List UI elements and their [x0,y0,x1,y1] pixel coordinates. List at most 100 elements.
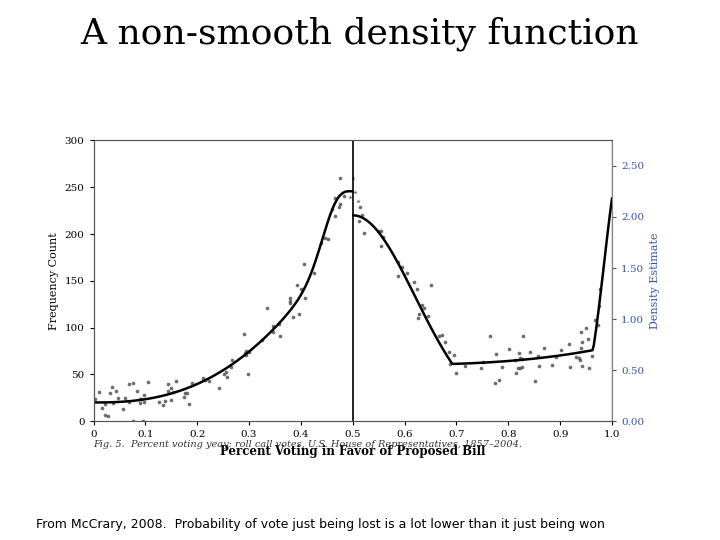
Point [315,239,327,247]
Point [494,375,505,384]
Point [524,348,536,356]
Point [165,395,176,404]
Point [179,388,190,397]
Point [396,262,408,271]
Point [162,387,174,395]
Point [573,354,585,362]
Point [510,368,521,377]
Point [110,387,122,395]
Point [408,278,420,286]
Point [295,284,307,293]
Point [274,332,285,340]
Point [532,352,544,361]
Point [204,376,215,385]
Point [119,393,130,402]
Point [199,376,211,384]
Point [162,380,174,389]
Point [474,364,486,373]
Point [354,217,365,226]
Point [131,387,143,395]
Point [444,360,456,368]
Point [300,294,311,302]
Point [268,321,279,330]
Point [575,343,587,352]
Point [240,347,251,356]
Point [287,313,299,321]
Point [576,362,588,370]
Point [516,355,527,363]
Point [509,355,521,364]
Point [582,335,594,344]
Point [433,332,445,340]
Point [135,399,146,408]
Point [574,355,585,364]
Point [96,403,108,412]
Point [293,309,305,318]
Point [183,400,194,408]
Point [334,200,346,208]
Point [179,393,190,401]
Point [322,235,333,244]
Point [347,173,359,182]
Point [329,193,341,202]
Text: A non-smooth density function: A non-smooth density function [81,16,639,51]
Point [240,348,251,357]
Point [107,399,118,407]
Point [518,332,529,340]
Point [124,397,135,406]
Point [359,228,370,237]
Point [592,320,603,329]
Point [477,357,489,366]
Point [256,335,268,344]
Point [214,384,225,393]
Point [550,353,562,362]
Point [570,353,582,361]
Text: From McCrary, 2008.  Probability of vote just being lost is a lot lower than it : From McCrary, 2008. Probability of vote … [36,518,605,531]
Point [564,363,576,372]
Point [138,417,149,426]
Point [416,301,428,309]
Point [356,211,368,219]
Point [167,388,179,396]
Point [546,361,558,370]
Point [221,373,233,381]
Point [157,401,168,409]
Point [593,301,604,310]
Point [556,345,567,354]
Point [529,377,541,386]
Point [102,411,114,420]
Point [333,203,345,212]
Point [326,204,338,213]
Point [516,363,528,372]
Point [514,364,526,373]
Point [243,348,255,356]
Point [515,353,526,362]
Point [338,192,350,200]
Point [220,368,231,377]
Point [413,310,425,319]
Point [401,269,413,278]
Point [513,348,524,357]
Point [112,394,124,402]
Point [418,304,430,313]
Point [142,378,153,387]
Point [284,297,296,306]
Point [512,364,523,373]
Point [298,260,310,269]
Point [134,395,145,403]
Point [267,327,279,336]
Point [238,330,250,339]
Point [533,361,544,370]
Point [575,328,587,337]
Point [186,379,198,387]
Point [484,332,495,341]
Point [107,383,118,391]
Point [422,312,433,320]
Point [135,395,146,403]
Point [594,285,606,293]
Point [489,379,500,387]
Point [426,281,437,289]
Point [159,396,171,405]
Point [352,197,364,206]
Point [459,362,470,370]
